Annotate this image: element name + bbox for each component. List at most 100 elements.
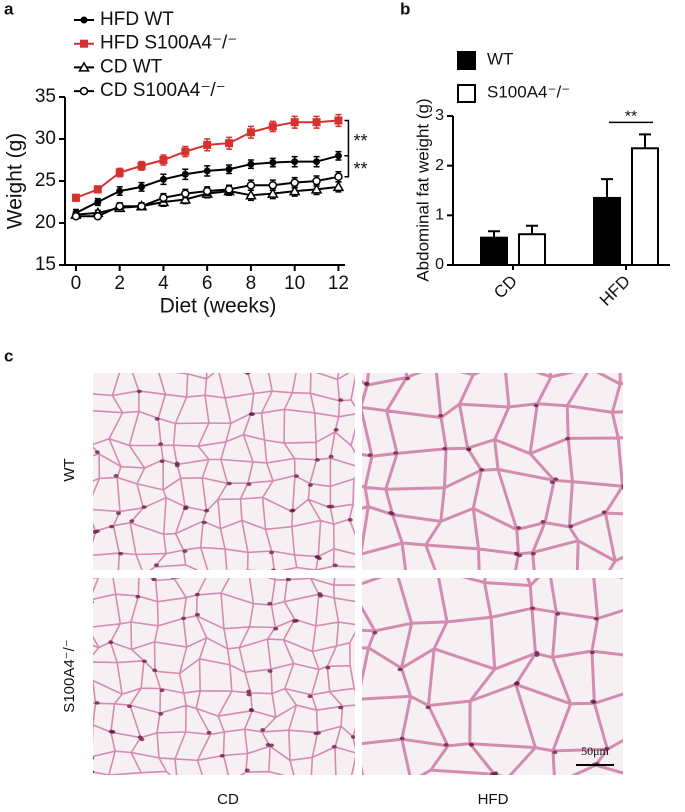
nucleus (469, 743, 475, 747)
marker (80, 16, 88, 24)
y-tick-label: 15 (35, 254, 56, 275)
nucleus (117, 367, 122, 371)
nucleus (248, 707, 254, 712)
nucleus (94, 450, 100, 454)
nucleus (94, 529, 100, 534)
marker (138, 183, 146, 191)
nucleus (338, 705, 344, 710)
marker (80, 39, 88, 48)
nucleus (73, 591, 78, 595)
legend-swatch (457, 51, 476, 70)
nucleus (397, 667, 403, 672)
nucleus (170, 578, 175, 579)
marker (312, 176, 321, 186)
marker (225, 165, 233, 173)
marker (159, 175, 167, 183)
column-label: CD (217, 791, 239, 808)
nucleus (401, 337, 406, 341)
nucleus (72, 487, 77, 491)
nucleus (286, 578, 292, 582)
marker (267, 187, 279, 198)
error-bar (526, 224, 538, 235)
nucleus (509, 340, 514, 344)
nucleus (314, 554, 320, 559)
y-tick-label: 30 (35, 128, 56, 149)
nucleus (307, 694, 313, 699)
marker (225, 139, 234, 148)
marker (269, 159, 277, 167)
nucleus (159, 459, 165, 464)
legend-swatch (457, 84, 476, 103)
nucleus (347, 518, 353, 522)
error-bar (488, 230, 500, 238)
nucleus (153, 563, 159, 567)
y-tick-label: 20 (35, 212, 56, 233)
nucleus (473, 326, 478, 330)
nucleus (332, 563, 338, 568)
nucleus (141, 659, 147, 664)
nucleus (289, 509, 295, 513)
marker (203, 140, 212, 149)
nucleus (155, 367, 160, 371)
nucleus (354, 560, 359, 564)
x-tick-label: 2 (114, 273, 125, 294)
marker (71, 212, 81, 221)
y-tick-label: 35 (35, 86, 56, 107)
nucleus (204, 508, 210, 513)
nucleus (591, 570, 596, 574)
nucleus (372, 630, 378, 635)
marker (246, 128, 255, 137)
nucleus (113, 474, 119, 478)
y-tick-label: 25 (35, 170, 56, 191)
nucleus (94, 701, 100, 705)
nucleus (246, 343, 251, 347)
nucleus (246, 482, 252, 487)
nucleus (589, 650, 595, 655)
nucleus (206, 730, 212, 735)
y-tick-label: 1 (435, 207, 444, 224)
nucleus (110, 730, 116, 734)
marker (290, 118, 299, 127)
nucleus (540, 519, 546, 524)
nucleus (438, 413, 444, 418)
nucleus (350, 735, 355, 739)
scale-bar-label: 50μm (581, 744, 609, 758)
nucleus (75, 377, 80, 381)
nucleus (312, 331, 317, 335)
nucleus (590, 699, 596, 704)
nucleus (533, 403, 539, 408)
nucleus (399, 736, 405, 741)
row-label: S100A4⁻/⁻ (61, 639, 78, 712)
nucleus (654, 514, 659, 518)
marker (93, 185, 102, 194)
nucleus (308, 368, 313, 372)
x-tick-label: HFD (596, 272, 634, 310)
legend-label: HFD WT (100, 9, 174, 30)
nucleus (126, 704, 132, 709)
nucleus (310, 780, 315, 784)
error-bar (601, 178, 613, 198)
marker (179, 193, 192, 204)
nucleus (151, 578, 157, 582)
nucleus (219, 754, 225, 758)
nucleus (601, 510, 607, 514)
histology-image (312, 326, 659, 570)
marker (93, 212, 103, 221)
column-label: HFD (478, 791, 509, 808)
nucleus (555, 612, 561, 616)
nucleus (154, 417, 160, 421)
x-tick-label: 4 (158, 273, 169, 294)
nucleus (530, 551, 536, 556)
y-axis-label: Abdominal fat weight (g) (413, 98, 432, 281)
marker (115, 168, 124, 177)
nucleus (565, 436, 571, 441)
nucleus (139, 737, 145, 742)
nucleus (568, 524, 574, 529)
nucleus (331, 744, 337, 749)
nucleus (246, 689, 252, 694)
nucleus (534, 650, 540, 655)
nucleus (260, 728, 266, 732)
nucleus (158, 442, 164, 446)
